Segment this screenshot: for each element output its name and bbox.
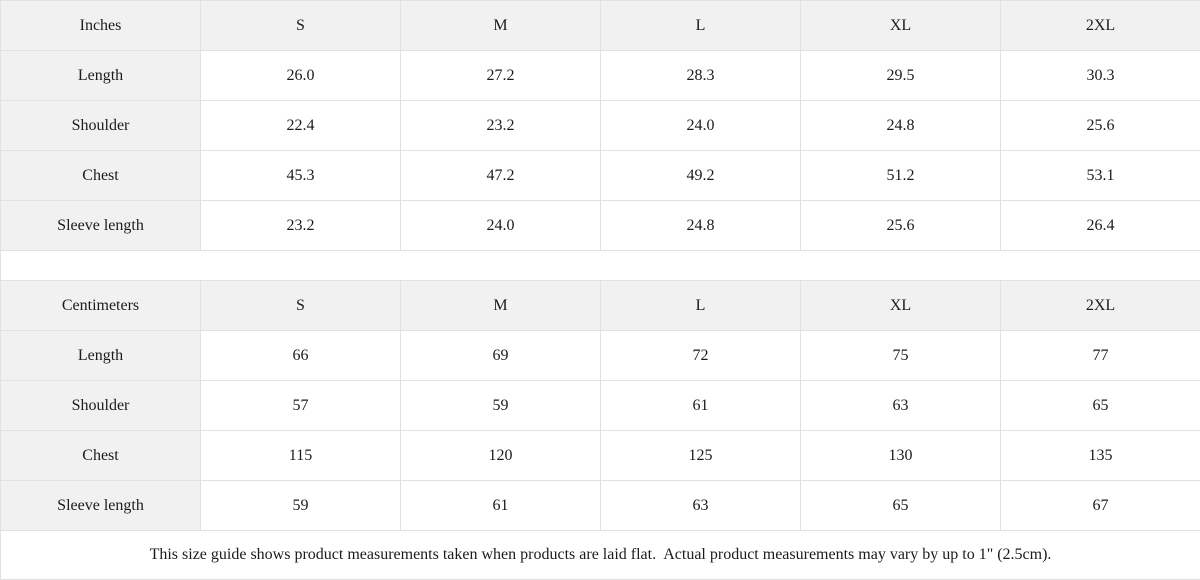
value-cell: 26.4 [1000, 200, 1200, 251]
table-row: Sleeve length 59 61 63 65 67 [0, 480, 1200, 531]
table-row: Length 26.0 27.2 28.3 29.5 30.3 [0, 50, 1200, 101]
value-cell: 77 [1000, 330, 1200, 381]
value-cell: 75 [800, 330, 1001, 381]
row-label-cell: Sleeve length [0, 200, 201, 251]
value-cell: 29.5 [800, 50, 1001, 101]
value-cell: 115 [200, 430, 401, 481]
table-row: Shoulder 22.4 23.2 24.0 24.8 25.6 [0, 100, 1200, 151]
separator-row [0, 250, 1200, 281]
table-row: Chest 115 120 125 130 135 [0, 430, 1200, 481]
value-cell: 49.2 [600, 150, 801, 201]
size-header-cell-m: M [400, 0, 601, 51]
value-cell: 125 [600, 430, 801, 481]
value-cell: 24.0 [400, 200, 601, 251]
value-cell: 23.2 [400, 100, 601, 151]
size-header-cell-s: S [200, 0, 401, 51]
value-cell: 66 [200, 330, 401, 381]
size-header-cell-2xl: 2XL [1000, 0, 1200, 51]
value-cell: 23.2 [200, 200, 401, 251]
value-cell: 57 [200, 380, 401, 431]
unit-header-cell: Centimeters [0, 280, 201, 331]
value-cell: 59 [400, 380, 601, 431]
table-row: Chest 45.3 47.2 49.2 51.2 53.1 [0, 150, 1200, 201]
value-cell: 24.8 [800, 100, 1001, 151]
value-cell: 51.2 [800, 150, 1001, 201]
value-cell: 61 [400, 480, 601, 531]
value-cell: 72 [600, 330, 801, 381]
value-cell: 27.2 [400, 50, 601, 101]
value-cell: 135 [1000, 430, 1200, 481]
value-cell: 24.8 [600, 200, 801, 251]
size-header-cell-xl: XL [800, 280, 1001, 331]
value-cell: 59 [200, 480, 401, 531]
value-cell: 63 [800, 380, 1001, 431]
value-cell: 28.3 [600, 50, 801, 101]
footnote-row: This size guide shows product measuremen… [0, 530, 1200, 580]
size-header-cell-l: L [600, 0, 801, 51]
value-cell: 25.6 [800, 200, 1001, 251]
value-cell: 67 [1000, 480, 1200, 531]
table-row: Sleeve length 23.2 24.0 24.8 25.6 26.4 [0, 200, 1200, 251]
value-cell: 24.0 [600, 100, 801, 151]
size-header-cell-2xl: 2XL [1000, 280, 1200, 331]
table-row: Shoulder 57 59 61 63 65 [0, 380, 1200, 431]
row-label-cell: Sleeve length [0, 480, 201, 531]
value-cell: 47.2 [400, 150, 601, 201]
value-cell: 53.1 [1000, 150, 1200, 201]
size-header-cell-xl: XL [800, 0, 1001, 51]
footnote-text: This size guide shows product measuremen… [0, 530, 1200, 580]
value-cell: 130 [800, 430, 1001, 481]
value-cell: 65 [1000, 380, 1200, 431]
value-cell: 120 [400, 430, 601, 481]
value-cell: 30.3 [1000, 50, 1200, 101]
row-label-cell: Chest [0, 150, 201, 201]
value-cell: 26.0 [200, 50, 401, 101]
value-cell: 25.6 [1000, 100, 1200, 151]
unit-header-cell: Inches [0, 0, 201, 51]
value-cell: 45.3 [200, 150, 401, 201]
value-cell: 63 [600, 480, 801, 531]
row-label-cell: Shoulder [0, 380, 201, 431]
value-cell: 65 [800, 480, 1001, 531]
row-label-cell: Length [0, 330, 201, 381]
table-row: Length 66 69 72 75 77 [0, 330, 1200, 381]
value-cell: 61 [600, 380, 801, 431]
value-cell: 22.4 [200, 100, 401, 151]
value-cell: 69 [400, 330, 601, 381]
centimeters-header-row: Centimeters S M L XL 2XL [0, 280, 1200, 331]
size-header-cell-m: M [400, 280, 601, 331]
row-label-cell: Shoulder [0, 100, 201, 151]
size-header-cell-l: L [600, 280, 801, 331]
row-label-cell: Chest [0, 430, 201, 481]
separator-cell [0, 250, 1200, 281]
row-label-cell: Length [0, 50, 201, 101]
inches-header-row: Inches S M L XL 2XL [0, 0, 1200, 51]
size-header-cell-s: S [200, 280, 401, 331]
